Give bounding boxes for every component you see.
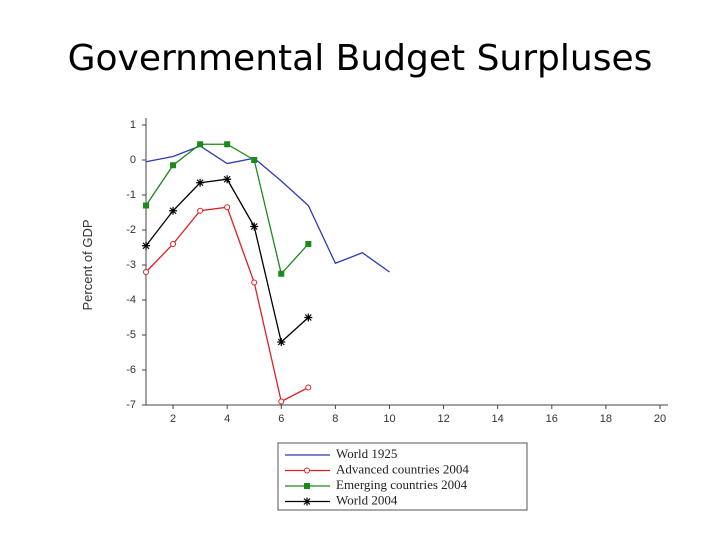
x-tick-label: 12 bbox=[437, 413, 449, 425]
point bbox=[196, 178, 205, 187]
point bbox=[224, 204, 231, 211]
point bbox=[251, 157, 258, 163]
x-tick-label: 18 bbox=[600, 413, 612, 425]
point bbox=[143, 269, 149, 275]
point bbox=[197, 207, 204, 214]
point bbox=[305, 241, 312, 247]
point bbox=[223, 175, 232, 184]
x-tick-label: 20 bbox=[654, 413, 666, 425]
legend-label: Advanced countries 2004 bbox=[336, 461, 469, 476]
point bbox=[304, 313, 313, 322]
point bbox=[251, 279, 258, 286]
point bbox=[170, 241, 177, 247]
series-line bbox=[145, 145, 390, 273]
legend-marker bbox=[304, 483, 310, 489]
y-tick-label: -4 bbox=[126, 294, 136, 306]
series-line bbox=[145, 206, 309, 403]
y-tick-label: -5 bbox=[126, 329, 136, 341]
x-tick-label: 16 bbox=[546, 413, 558, 425]
point bbox=[278, 398, 285, 405]
x-tick-label: 6 bbox=[278, 413, 284, 425]
point bbox=[143, 202, 149, 209]
legend-label: World 2004 bbox=[336, 492, 398, 507]
legend bbox=[277, 442, 528, 511]
y-tick-label: -2 bbox=[126, 224, 136, 236]
y-tick-label: -3 bbox=[126, 259, 136, 271]
point bbox=[197, 141, 204, 148]
y-tick-label: -7 bbox=[126, 399, 136, 411]
y-tick-label: 1 bbox=[130, 119, 136, 131]
x-tick-label: 4 bbox=[224, 413, 230, 425]
legend-label: World 1925 bbox=[336, 446, 397, 461]
x-tick-label: 10 bbox=[383, 413, 395, 425]
legend-label: Emerging countries 2004 bbox=[336, 477, 468, 492]
point bbox=[278, 270, 285, 277]
point bbox=[250, 222, 259, 231]
point bbox=[305, 384, 312, 391]
x-tick-label: 14 bbox=[492, 413, 504, 425]
point bbox=[224, 141, 231, 148]
point bbox=[169, 206, 178, 215]
y-tick-label: -6 bbox=[126, 364, 136, 376]
legend-marker bbox=[303, 497, 311, 506]
x-tick-label: 2 bbox=[170, 413, 176, 425]
chart-title: Governmental Budget Surpluses bbox=[68, 38, 653, 79]
legend-marker bbox=[304, 467, 310, 474]
point bbox=[277, 338, 286, 346]
series-line bbox=[145, 178, 309, 344]
point bbox=[170, 162, 177, 169]
point bbox=[142, 241, 150, 250]
y-tick-label: -1 bbox=[126, 189, 136, 201]
x-tick-label: 8 bbox=[332, 413, 338, 425]
y-axis-label: Percent of GDP bbox=[80, 219, 95, 310]
y-tick-label: 0 bbox=[130, 154, 136, 166]
